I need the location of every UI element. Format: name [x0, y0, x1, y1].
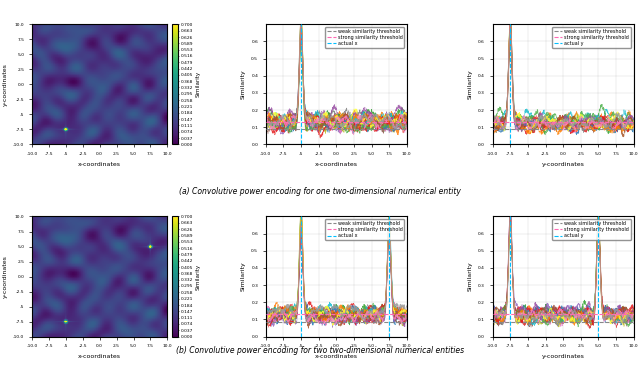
Legend: weak similarity threshold, strong similarity threshold, actual x: weak similarity threshold, strong simila… [325, 27, 404, 48]
strong similarity threshold [559, 120, 567, 125]
weak similarity threshold [559, 319, 567, 324]
Y-axis label: Similarity: Similarity [196, 263, 201, 289]
Y-axis label: Similarity: Similarity [467, 70, 472, 99]
weak similarity threshold [333, 319, 340, 324]
strong similarity threshold [566, 120, 574, 125]
weak similarity threshold [340, 319, 348, 324]
Text: (a) Convolutive power encoding for one two-dimensional numerical entity: (a) Convolutive power encoding for one t… [179, 187, 461, 196]
strong similarity threshold [340, 312, 348, 316]
X-axis label: x-coordinates: x-coordinates [78, 354, 121, 359]
Legend: weak similarity threshold, strong similarity threshold, actual y: weak similarity threshold, strong simila… [552, 27, 631, 48]
strong similarity threshold [340, 120, 348, 125]
Y-axis label: Similarity: Similarity [196, 71, 201, 98]
X-axis label: y-coordinates: y-coordinates [541, 354, 584, 359]
X-axis label: x-coordinates: x-coordinates [78, 162, 121, 166]
X-axis label: y-coordinates: y-coordinates [541, 162, 584, 166]
Y-axis label: Similarity: Similarity [241, 262, 246, 291]
Y-axis label: y-coordinates: y-coordinates [3, 63, 8, 106]
strong similarity threshold [333, 120, 340, 125]
weak similarity threshold [566, 127, 574, 132]
Legend: weak similarity threshold, strong similarity threshold, actual x: weak similarity threshold, strong simila… [325, 219, 404, 240]
Legend: weak similarity threshold, strong similarity threshold, actual y: weak similarity threshold, strong simila… [552, 219, 631, 240]
Text: (b) Convolutive power encoding for two two-dimensional numerical entities: (b) Convolutive power encoding for two t… [176, 346, 464, 355]
Y-axis label: Similarity: Similarity [241, 70, 246, 99]
X-axis label: x-coordinates: x-coordinates [315, 354, 358, 359]
strong similarity threshold [333, 312, 340, 316]
strong similarity threshold [559, 312, 567, 316]
weak similarity threshold [333, 127, 340, 132]
Y-axis label: Similarity: Similarity [467, 262, 472, 291]
weak similarity threshold [340, 127, 348, 132]
X-axis label: x-coordinates: x-coordinates [315, 162, 358, 166]
weak similarity threshold [566, 319, 574, 324]
Y-axis label: y-coordinates: y-coordinates [3, 255, 8, 298]
strong similarity threshold [566, 312, 574, 316]
weak similarity threshold [559, 127, 567, 132]
